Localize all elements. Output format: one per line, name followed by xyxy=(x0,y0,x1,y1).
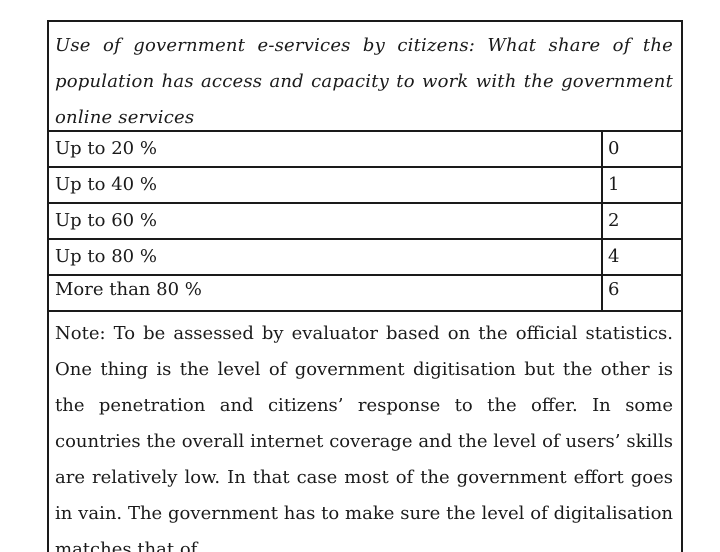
range-cell: Up to 40 % xyxy=(49,168,603,202)
table-row: Up to 80 % 4 xyxy=(49,240,681,276)
score-cell: 2 xyxy=(608,210,620,231)
scoring-table: Use of government e-services by citizens… xyxy=(47,20,683,552)
score-cell: 6 xyxy=(608,279,620,300)
note-text: Note: To be assessed by evaluator based … xyxy=(55,323,673,552)
table-row: Up to 40 % 1 xyxy=(49,168,681,204)
score-cell: 1 xyxy=(608,174,620,195)
table-row: More than 80 % 6 xyxy=(49,276,681,312)
score-cell: 0 xyxy=(608,138,620,159)
table-row: Up to 60 % 2 xyxy=(49,204,681,240)
table-row: Up to 20 % 0 xyxy=(49,132,681,168)
range-cell: More than 80 % xyxy=(49,276,603,310)
table-heading: Use of government e-services by citizens… xyxy=(49,22,681,132)
score-cell: 4 xyxy=(608,246,620,267)
range-cell: Up to 60 % xyxy=(49,204,603,238)
range-cell: Up to 80 % xyxy=(49,240,603,274)
range-cell: Up to 20 % xyxy=(49,132,603,166)
